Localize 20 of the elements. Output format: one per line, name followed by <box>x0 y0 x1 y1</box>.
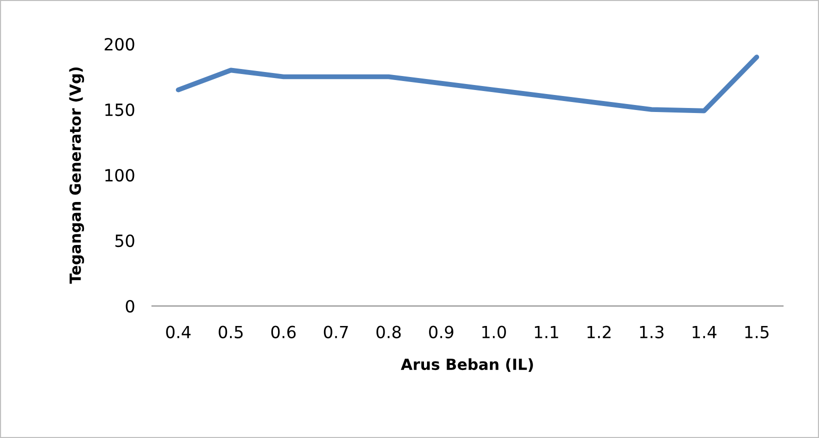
x-tick-label: 0.6 <box>271 326 296 338</box>
x-tick-label: 0.9 <box>429 326 454 338</box>
y-tick-label: 0 <box>126 300 134 313</box>
y-tick-label: 100 <box>105 168 134 182</box>
x-tick-label: 1.2 <box>588 326 611 338</box>
x-tick-label: 0.8 <box>376 326 401 338</box>
x-tick-label: 0.4 <box>166 326 191 338</box>
x-axis-title: Arus Beban (IL) <box>400 358 533 372</box>
x-tick-label: 1.5 <box>745 326 769 338</box>
line-series <box>176 54 760 114</box>
x-tick-label: 1.1 <box>534 326 558 338</box>
x-tick-label: 0.7 <box>324 326 348 338</box>
y-tick-label: 150 <box>105 103 134 116</box>
y-tick-label: 200 <box>104 38 134 51</box>
x-tick-label: 0.5 <box>218 326 243 338</box>
y-axis-title: Tegangan Generator (Vg) <box>69 67 84 284</box>
x-tick-label: 1.3 <box>640 326 664 338</box>
x-tick-label: 1.4 <box>692 326 716 338</box>
y-tick-label: 50 <box>115 234 134 248</box>
x-tick-label: 1.0 <box>482 326 506 338</box>
